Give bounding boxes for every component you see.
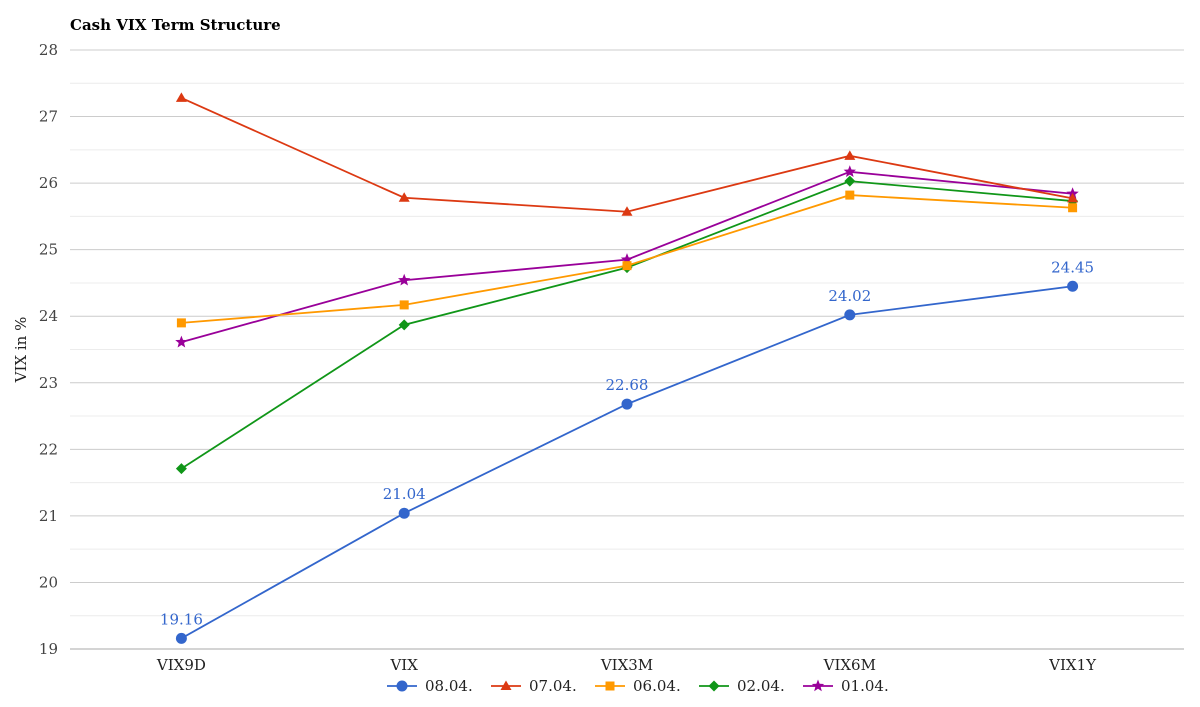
data-point	[175, 463, 187, 475]
data-point	[1067, 192, 1079, 203]
x-tick-label: VIX3M	[600, 656, 653, 674]
x-tick-label: VIX	[389, 656, 418, 674]
legend-label: 08.04.	[425, 677, 473, 695]
legend-marker	[811, 679, 825, 692]
legend-marker	[605, 681, 615, 691]
data-point	[621, 398, 633, 410]
data-label: 21.04	[383, 485, 426, 503]
y-tick-label: 23	[39, 374, 58, 392]
series-line	[180, 180, 1073, 470]
data-point	[175, 632, 187, 644]
data-point	[176, 318, 186, 328]
data-point	[1067, 280, 1079, 292]
legend-label: 01.04.	[841, 677, 889, 695]
data-point	[175, 92, 187, 102]
data-label: 22.68	[606, 376, 649, 394]
legend-marker	[396, 680, 408, 692]
data-point	[844, 150, 856, 160]
data-point	[399, 300, 409, 310]
data-point	[844, 309, 856, 321]
y-tick-label: 24	[39, 307, 58, 325]
y-tick-label: 26	[39, 174, 58, 192]
series-line	[180, 285, 1073, 640]
data-point	[175, 335, 188, 348]
y-tick-label: 20	[39, 573, 58, 591]
legend-marker	[500, 680, 512, 690]
y-tick-label: 25	[39, 241, 58, 259]
y-tick-label: 27	[39, 108, 58, 126]
data-point	[1068, 203, 1078, 213]
data-point	[622, 261, 632, 271]
y-tick-label: 21	[39, 507, 58, 525]
data-label: 19.16	[160, 610, 203, 628]
data-label: 24.02	[828, 287, 871, 305]
series-line	[181, 97, 1073, 213]
y-axis-title: VIX in %	[12, 317, 30, 384]
y-tick-label: 19	[39, 640, 58, 658]
data-point	[843, 165, 856, 178]
x-tick-label: VIX1Y	[1048, 656, 1097, 674]
legend-marker	[708, 680, 720, 692]
data-label: 24.45	[1051, 258, 1094, 276]
data-point	[398, 319, 410, 331]
legend-label: 06.04.	[633, 677, 681, 695]
x-tick-label: VIX6M	[823, 656, 876, 674]
chart-title: Cash VIX Term Structure	[70, 16, 281, 34]
legend-label: 07.04.	[529, 677, 577, 695]
data-point	[621, 206, 633, 216]
data-point	[844, 175, 856, 187]
legend-label: 02.04.	[737, 677, 785, 695]
data-point	[398, 273, 411, 286]
data-point	[398, 507, 410, 519]
data-point	[620, 253, 634, 265]
y-tick-label: 28	[39, 41, 58, 59]
data-point	[845, 190, 855, 200]
x-tick-label: VIX9D	[156, 656, 206, 674]
data-point	[398, 192, 410, 202]
y-tick-label: 22	[39, 440, 58, 458]
